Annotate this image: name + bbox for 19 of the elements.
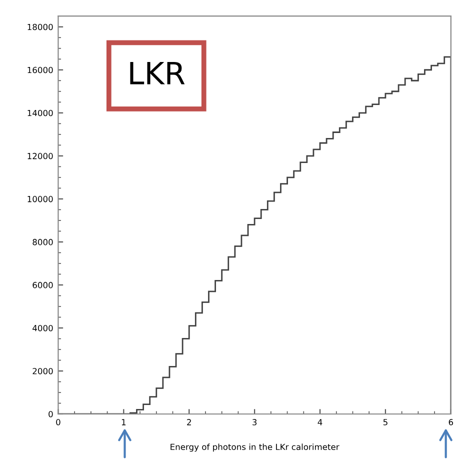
x-tick-label: 6 (448, 419, 454, 426)
x-tick-label: 4 (318, 419, 322, 426)
y-tick-label: 6000 (32, 282, 53, 288)
x-axis-title: Energy of photons in the LKr calorimeter (170, 444, 340, 452)
y-tick-label: 14000 (28, 110, 53, 116)
y-tick-label: 12000 (28, 152, 53, 160)
x-tick-label: 0 (56, 419, 60, 426)
y-tick-label: 8000 (32, 238, 53, 246)
x-tick-label: 3 (252, 419, 257, 426)
y-tick-label: 2000 (32, 368, 53, 374)
y-tick-label: 16000 (28, 66, 53, 74)
y-tick-label: 4000 (32, 324, 53, 332)
annotation: LKR (130, 62, 185, 84)
y-tick-label: 0 (48, 410, 53, 418)
x-tick-label: 2 (187, 419, 191, 426)
x-tick-label: 5 (383, 419, 388, 426)
y-tick-label: 10000 (28, 196, 53, 202)
y-tick-label: 18000 (28, 24, 53, 30)
x-tick-label: 1 (122, 419, 126, 426)
